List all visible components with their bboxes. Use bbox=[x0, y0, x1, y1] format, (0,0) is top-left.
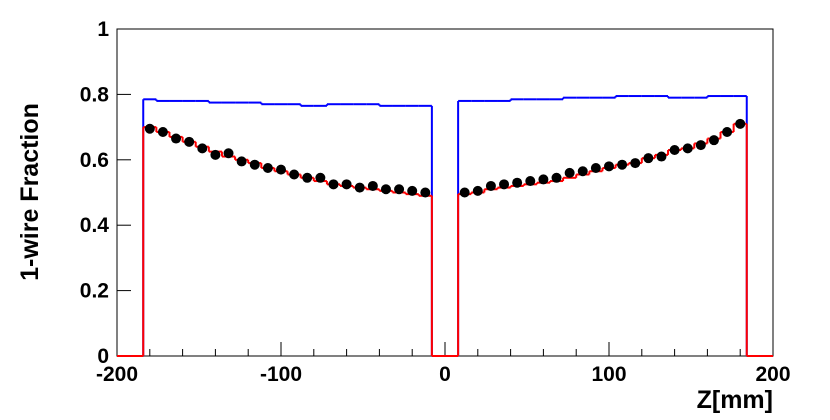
data-point bbox=[210, 149, 221, 160]
data-point bbox=[525, 176, 536, 187]
data-point bbox=[289, 169, 300, 180]
data-point bbox=[617, 159, 628, 170]
data-point bbox=[380, 184, 391, 195]
data-point bbox=[551, 172, 562, 183]
data-point bbox=[367, 180, 378, 191]
data-point bbox=[682, 143, 693, 154]
data-point bbox=[512, 177, 523, 188]
data-point bbox=[328, 179, 339, 190]
data-point bbox=[302, 172, 313, 183]
y-tick-label: 0.8 bbox=[80, 83, 110, 106]
data-point bbox=[144, 123, 155, 134]
y-tick-label: 1 bbox=[97, 18, 109, 41]
data-point bbox=[643, 153, 654, 164]
data-point bbox=[630, 158, 641, 169]
x-tick-label: -200 bbox=[96, 363, 138, 386]
y-tick-label: 0.2 bbox=[80, 280, 109, 303]
x-tick-label: 100 bbox=[591, 363, 626, 386]
data-point bbox=[459, 187, 470, 198]
data-point bbox=[708, 135, 719, 146]
data-point bbox=[695, 140, 706, 151]
data-point bbox=[171, 133, 182, 144]
y-tick-label: 0.4 bbox=[80, 214, 110, 237]
data-point bbox=[407, 185, 418, 196]
data-point bbox=[223, 148, 234, 159]
data-point bbox=[577, 166, 588, 177]
data-point bbox=[236, 156, 247, 167]
data-point bbox=[394, 184, 405, 195]
data-point bbox=[735, 118, 746, 129]
data-point bbox=[669, 144, 680, 155]
y-axis-label: 1-wire Fraction bbox=[16, 103, 44, 281]
data-point bbox=[420, 187, 431, 198]
data-point bbox=[564, 167, 575, 178]
data-point bbox=[249, 159, 260, 170]
plot-frame bbox=[116, 28, 774, 357]
x-tick-label: -100 bbox=[260, 363, 302, 386]
data-point bbox=[604, 161, 614, 172]
data-point bbox=[538, 174, 549, 185]
data-point bbox=[590, 162, 601, 173]
data-point bbox=[157, 127, 168, 138]
x-tick-label: 0 bbox=[439, 363, 451, 386]
data-point bbox=[197, 143, 208, 154]
x-tick-label: 200 bbox=[755, 363, 790, 386]
data-point bbox=[472, 185, 483, 196]
data-point bbox=[485, 180, 496, 191]
data-point bbox=[722, 127, 733, 138]
data-point bbox=[262, 162, 273, 173]
x-axis-label: Z[mm] bbox=[697, 386, 773, 414]
data-point bbox=[315, 172, 326, 183]
data-point bbox=[276, 164, 286, 175]
data-point bbox=[341, 179, 352, 190]
data-point bbox=[354, 182, 365, 193]
y-tick-label: 0.6 bbox=[80, 149, 109, 172]
data-point bbox=[184, 136, 195, 147]
y-tick-label: 0 bbox=[97, 345, 109, 368]
data-point bbox=[656, 151, 667, 162]
data-point bbox=[499, 179, 510, 190]
